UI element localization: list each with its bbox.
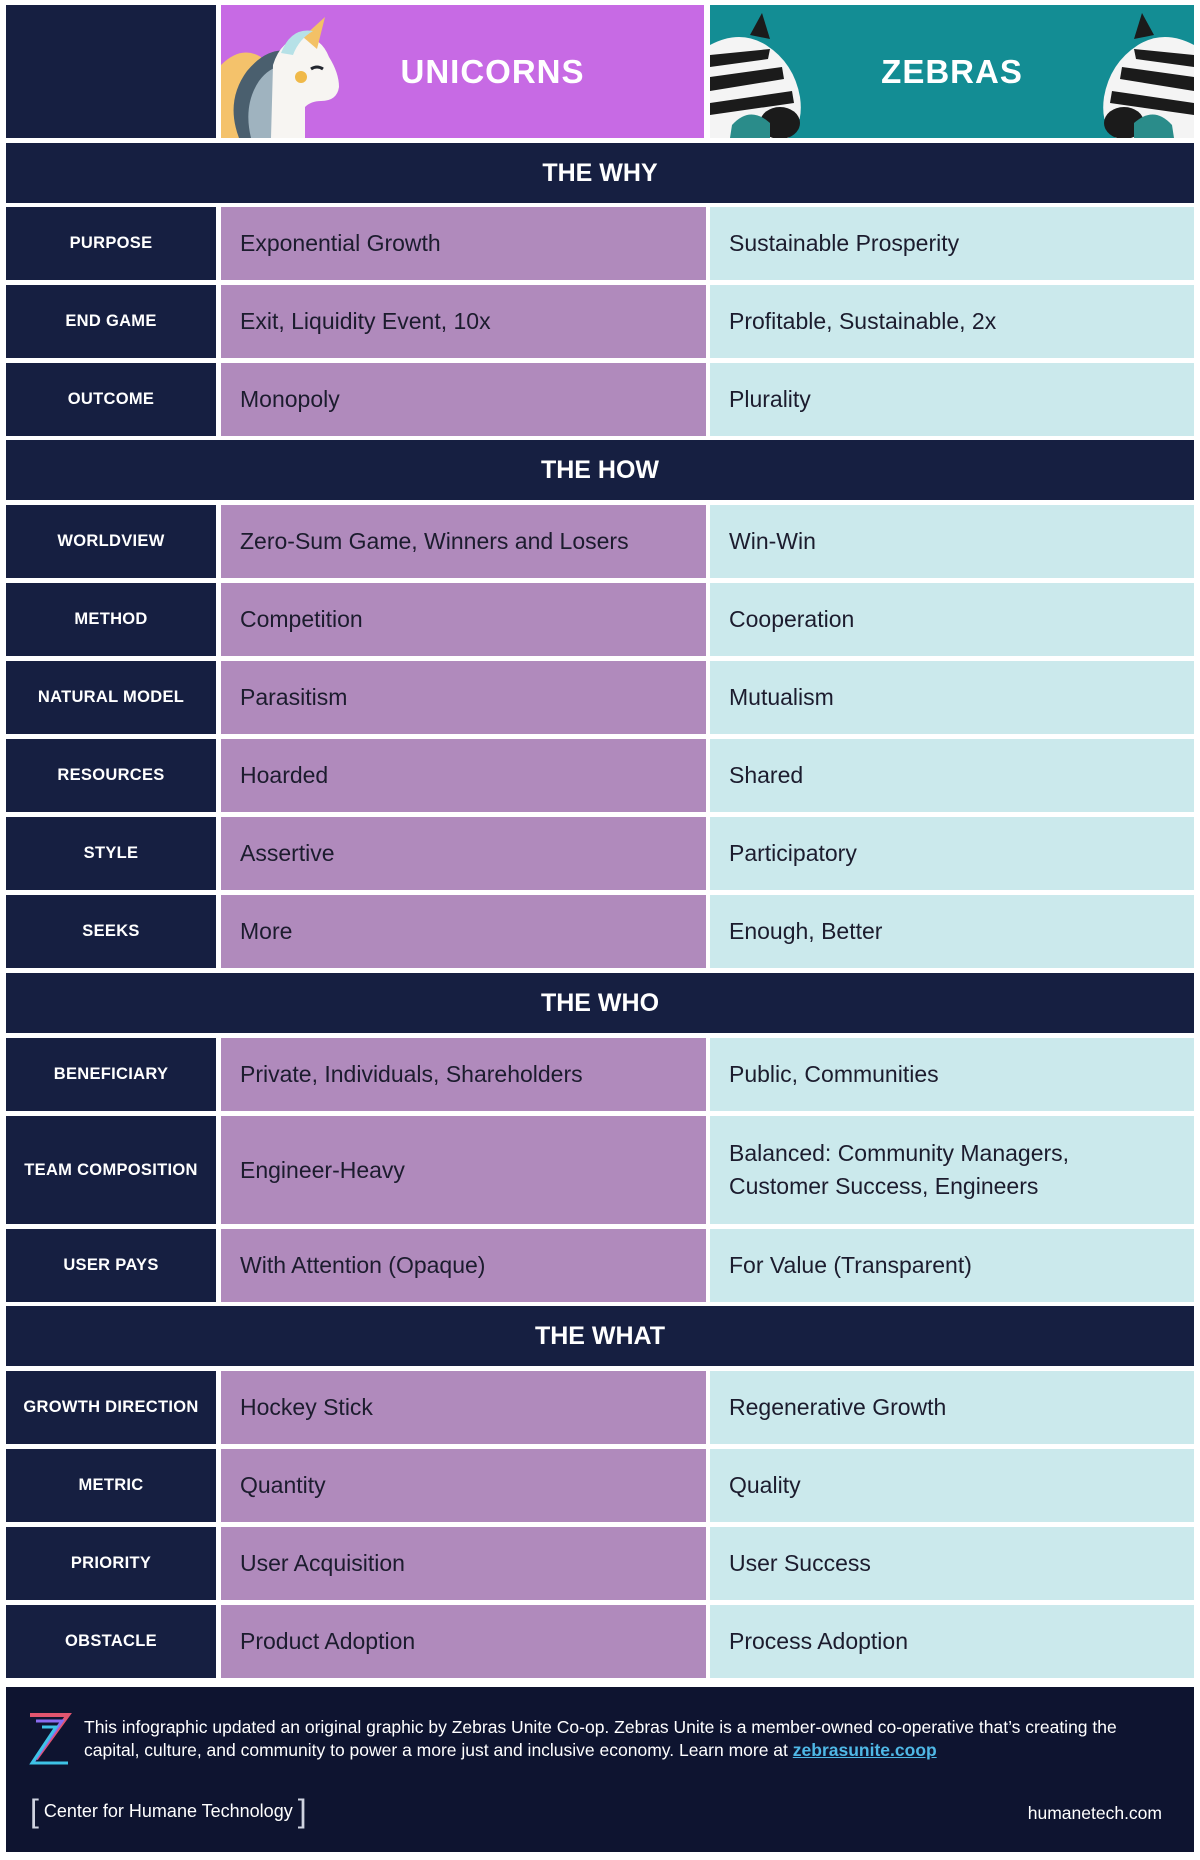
unicorn-head-icon [221,17,339,138]
unicorns-cell: Competition [221,583,706,656]
table-row: GROWTH DIRECTION Hockey Stick Regenerati… [0,1371,1200,1444]
row-label: NATURAL MODEL [6,661,216,734]
zebras-cell: Process Adoption [710,1605,1194,1678]
row-label: OBSTACLE [6,1605,216,1678]
unicorns-cell: Quantity [221,1449,706,1522]
table-row: STYLE Assertive Participatory [0,817,1200,890]
zebras-unite-logo-icon [29,1713,72,1765]
zebras-cell: Enough, Better [710,895,1194,968]
zebras-cell: Mutualism [710,661,1194,734]
unicorns-cell: Zero-Sum Game, Winners and Losers [221,505,706,578]
footer-description: This infographic updated an original gra… [84,1716,1144,1763]
row-label: END GAME [6,285,216,358]
unicorns-cell: Private, Individuals, Shareholders [221,1038,706,1111]
row-label: RESOURCES [6,739,216,812]
website-link[interactable]: humanetech.com [1027,1803,1162,1823]
zebra-head-icon [1103,13,1194,138]
zebras-unite-link[interactable]: zebrasunite.coop [792,1740,937,1761]
unicorns-cell: Assertive [221,817,706,890]
table-row: BENEFICIARY Private, Individuals, Shareh… [0,1038,1200,1111]
zebras-cell: Sustainable Prosperity [710,207,1194,280]
section-title: THE WHO [6,973,1194,1033]
unicorns-cell: With Attention (Opaque) [221,1229,706,1302]
row-label: WORLDVIEW [6,505,216,578]
zebras-title: ZEBRAS [881,52,1023,90]
unicorns-cell: Engineer-Heavy [221,1116,706,1224]
table-row: PRIORITY User Acquisition User Success [0,1527,1200,1600]
table-row: RESOURCES Hoarded Shared [0,739,1200,812]
table-row: SEEKS More Enough, Better [0,895,1200,968]
section-title: THE WHAT [6,1306,1194,1366]
zebras-header: ZEBRAS [710,5,1194,138]
unicorns-cell: Monopoly [221,363,706,436]
row-label: METHOD [6,583,216,656]
brand-logo: [ Center for Humane Technology ] [30,1795,307,1827]
zebras-cell: Balanced: Community Managers, Customer S… [710,1116,1194,1224]
row-label: PURPOSE [6,207,216,280]
zebras-cell: Public, Communities [710,1038,1194,1111]
zebras-cell: Profitable, Sustainable, 2x [710,285,1194,358]
unicorns-title: UNICORNS [400,52,585,90]
zebras-cell: Participatory [710,817,1194,890]
row-label: STYLE [6,817,216,890]
table-row: NATURAL MODEL Parasitism Mutualism [0,661,1200,734]
unicorns-cell: Exit, Liquidity Event, 10x [221,285,706,358]
zebras-cell: Shared [710,739,1194,812]
table-row: TEAM COMPOSITION Engineer-Heavy Balanced… [0,1116,1200,1224]
unicorns-cell: Hockey Stick [221,1371,706,1444]
zebras-cell: Plurality [710,363,1194,436]
unicorns-cell: User Acquisition [221,1527,706,1600]
table-row: END GAME Exit, Liquidity Event, 10x Prof… [0,285,1200,358]
unicorns-cell: Exponential Growth [221,207,706,280]
row-label: GROWTH DIRECTION [6,1371,216,1444]
table-row: PURPOSE Exponential Growth Sustainable P… [0,207,1200,280]
zebras-cell: Win-Win [710,505,1194,578]
unicorns-cell: Hoarded [221,739,706,812]
unicorns-cell: More [221,895,706,968]
table-row: OBSTACLE Product Adoption Process Adopti… [0,1605,1200,1678]
header-blank-cell [6,5,216,138]
zebras-cell: User Success [710,1527,1194,1600]
row-label: SEEKS [6,895,216,968]
zebras-cell: Cooperation [710,583,1194,656]
table-row: METRIC Quantity Quality [0,1449,1200,1522]
table-row: METHOD Competition Cooperation [0,583,1200,656]
zebras-cell: Regenerative Growth [710,1371,1194,1444]
zebra-head-icon [710,13,801,138]
bracket-left-icon: [ [30,1793,39,1829]
table-row: WORLDVIEW Zero-Sum Game, Winners and Los… [0,505,1200,578]
row-label: METRIC [6,1449,216,1522]
table-row: OUTCOME Monopoly Plurality [0,363,1200,436]
brand-name: Center for Humane Technology [43,1800,293,1821]
section-title: THE HOW [6,440,1194,500]
table-row: USER PAYS With Attention (Opaque) For Va… [0,1229,1200,1302]
row-label: PRIORITY [6,1527,216,1600]
section-title: THE WHY [6,143,1194,203]
bracket-right-icon: ] [297,1793,307,1829]
row-label: TEAM COMPOSITION [6,1116,216,1224]
row-label: USER PAYS [6,1229,216,1302]
unicorns-cell: Parasitism [221,661,706,734]
zebras-cell: For Value (Transparent) [710,1229,1194,1302]
unicorns-header: UNICORNS [221,5,704,138]
footer: This infographic updated an original gra… [6,1687,1194,1852]
footer-text: This infographic updated an original gra… [84,1717,1117,1761]
row-label: BENEFICIARY [6,1038,216,1111]
unicorns-cell: Product Adoption [221,1605,706,1678]
zebras-cell: Quality [710,1449,1194,1522]
row-label: OUTCOME [6,363,216,436]
